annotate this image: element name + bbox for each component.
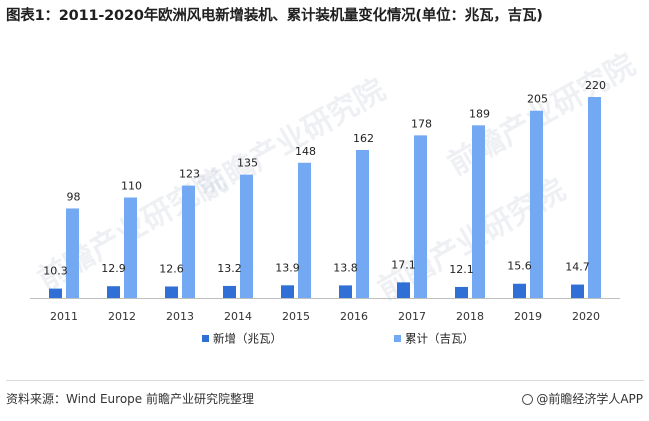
bar-new-2016 [339,285,352,298]
data-label-cumulative-2011: 98 [67,190,81,203]
brand-icon [522,394,534,405]
data-label-cumulative-2016: 162 [353,132,374,145]
data-label-new-2020: 14.7 [565,261,590,274]
chart-title: 图表1：2011-2020年欧洲风电新增装机、累计装机量变化情况(单位：兆瓦，吉… [6,8,543,24]
data-label-cumulative-2017: 178 [411,117,432,130]
bar-new-2012 [107,286,120,298]
x-tick-label-2014: 2014 [224,310,252,323]
bar-cumulative-2017 [414,135,427,298]
footer-divider [6,380,644,381]
data-label-cumulative-2012: 110 [121,180,142,193]
data-label-new-2011: 10.3 [43,265,68,278]
x-tick-label-2020: 2020 [572,310,600,323]
data-label-new-2019: 15.6 [507,260,532,273]
bar-new-2019 [513,283,526,298]
bar-chart: 10.3 98 12.9 110 12.6 123 13.2 135 13.9 148 13.8 16… [30,79,620,346]
bar-new-2020 [571,284,584,298]
bar-new-2015 [281,285,294,298]
data-label-new-2015: 13.9 [275,261,300,274]
legend-label-new: 新增（兆瓦） [213,332,282,346]
data-label-cumulative-2018: 189 [469,107,490,120]
x-tick-label-2011: 2011 [50,310,78,323]
brand-credit: @前瞻经济学人APP [522,390,643,407]
bar-cumulative-2020 [588,97,601,298]
x-tick-label-2015: 2015 [282,310,310,323]
data-label-cumulative-2015: 148 [295,145,316,158]
data-label-new-2017: 17.1 [391,258,416,271]
source-note: 资料来源：Wind Europe 前瞻产业研究院整理 [6,392,254,406]
x-tick-label-2018: 2018 [456,310,484,323]
bar-cumulative-2016 [356,149,369,298]
bar-cumulative-2019 [530,110,543,298]
bar-new-2013 [165,286,178,298]
x-tick-label-2012: 2012 [108,310,136,323]
x-tick-label-2016: 2016 [340,310,368,323]
bar-new-2011 [49,288,62,298]
bar-cumulative-2015 [298,162,311,298]
data-label-cumulative-2014: 135 [237,157,258,170]
data-label-new-2016: 13.8 [333,261,358,274]
data-label-new-2013: 12.6 [159,262,184,275]
data-label-new-2012: 12.9 [101,262,126,275]
legend-swatch-cumulative [394,335,401,342]
legend-swatch-new [202,335,209,342]
bar-new-2018 [455,286,468,298]
x-tick-label-2017: 2017 [398,310,426,323]
bar-cumulative-2013 [182,185,195,298]
data-label-new-2018: 12.1 [449,263,474,276]
data-label-cumulative-2013: 123 [179,168,200,181]
bar-cumulative-2018 [472,125,485,298]
bar-cumulative-2014 [240,174,253,298]
bar-new-2014 [223,285,236,298]
x-tick-label-2019: 2019 [514,310,542,323]
data-label-new-2014: 13.2 [217,262,242,275]
bar-cumulative-2012 [124,197,137,298]
data-label-cumulative-2020: 220 [585,79,606,92]
bar-new-2017 [397,282,410,298]
brand-text: @前瞻经济学人APP [536,392,643,406]
x-tick-label-2013: 2013 [166,310,194,323]
bar-cumulative-2011 [66,208,79,298]
legend-label-cumulative: 累计（吉瓦） [405,332,474,346]
data-label-cumulative-2019: 205 [527,93,548,106]
